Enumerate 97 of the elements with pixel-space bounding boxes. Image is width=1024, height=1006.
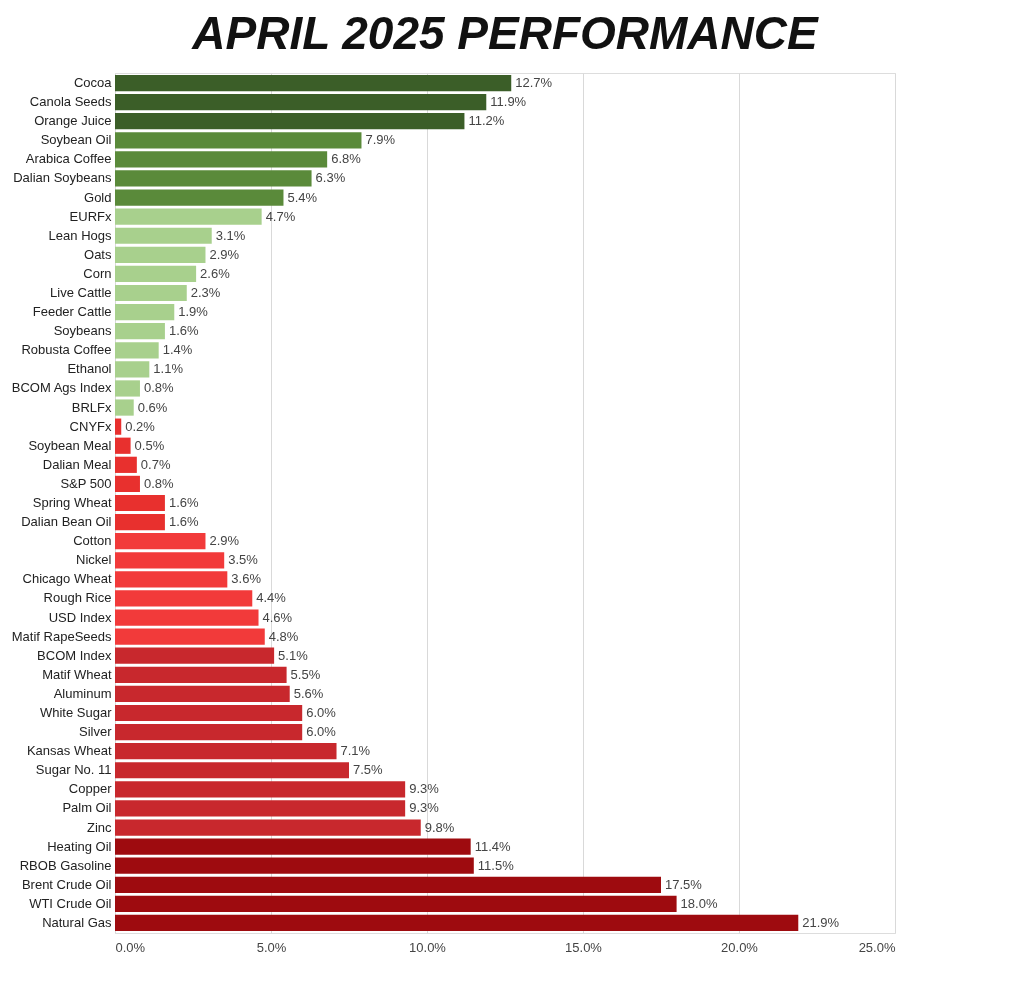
data-label: 1.6% — [168, 495, 199, 510]
y-tick-label: Natural Gas — [42, 914, 112, 930]
chart-title: APRIL 2025 PERFORMANCE — [191, 7, 820, 59]
data-label: 11.9% — [490, 94, 527, 110]
data-label: 0.5% — [134, 437, 165, 453]
y-tick-label: Feeder Cattle — [32, 304, 112, 320]
y-tick-label: Dalian Meal — [42, 456, 112, 472]
data-label: 5.6% — [293, 685, 324, 701]
y-tick-label: Canola Seeds — [29, 94, 112, 110]
y-tick-label: Brent Crude Oil — [21, 876, 112, 892]
data-label: 1.9% — [178, 304, 209, 320]
x-tick-label: 5.0% — [256, 939, 287, 955]
data-label: 7.5% — [353, 762, 384, 778]
data-label: 0.8% — [143, 380, 175, 396]
data-label: 21.9% — [802, 914, 840, 930]
y-tick-label: Live Cattle — [50, 285, 112, 301]
y-tick-label: Copper — [68, 781, 113, 797]
data-label: 2.9% — [209, 246, 240, 262]
y-tick-label: Soybean Oil — [40, 132, 112, 148]
data-label: 1.6% — [168, 323, 199, 339]
data-label: 1.4% — [162, 342, 193, 358]
x-tick-label: 15.0% — [565, 939, 603, 955]
y-tick-label: EURFx — [69, 208, 112, 224]
data-label: 6.3% — [315, 170, 346, 186]
data-label: 7.9% — [365, 132, 396, 148]
data-label: 1.6% — [168, 514, 199, 530]
y-tick-label: Heating Oil — [47, 838, 112, 854]
y-tick-label: Zinc — [86, 819, 112, 835]
data-label: 2.3% — [190, 285, 221, 301]
y-tick-label: BRLFx — [71, 399, 112, 415]
y-tick-label: Cocoa — [73, 75, 113, 91]
data-label: 17.5% — [665, 876, 703, 892]
data-label: 11.4% — [474, 838, 512, 854]
data-label: 11.2% — [468, 113, 505, 129]
y-tick-label: Nickel — [76, 552, 112, 568]
data-label: 2.6% — [200, 265, 231, 281]
y-tick-label: WTI Crude Oil — [29, 895, 112, 911]
data-label: 4.8% — [268, 628, 299, 644]
data-label: 0.2% — [125, 418, 156, 434]
y-tick-label: White Sugar — [39, 704, 113, 720]
x-tick-label: 25.0% — [858, 939, 896, 955]
data-label: 11.5% — [477, 857, 515, 873]
y-tick-label: Spring Wheat — [32, 495, 112, 510]
data-label: 6.0% — [306, 724, 337, 740]
data-label: 4.6% — [262, 609, 293, 625]
data-label: 9.3% — [409, 781, 440, 797]
data-label: 4.4% — [256, 590, 287, 606]
y-tick-label: Chicago Wheat — [22, 571, 112, 587]
y-tick-label: Soybeans — [53, 323, 112, 339]
data-label: 5.5% — [290, 666, 321, 682]
y-tick-label: Matif Wheat — [42, 666, 112, 682]
data-label: 5.1% — [278, 647, 309, 663]
y-tick-label: Soybean Meal — [28, 437, 112, 453]
data-label: 9.8% — [424, 819, 455, 835]
y-tick-label: Dalian Soybeans — [13, 170, 112, 186]
y-tick-label: Cotton — [73, 533, 112, 549]
y-tick-label: Palm Oil — [62, 800, 112, 816]
data-label: 3.5% — [228, 552, 259, 568]
data-label: 2.9% — [209, 533, 240, 549]
y-tick-label: S&P 500 — [60, 475, 112, 491]
y-tick-label: Oats — [84, 246, 112, 262]
data-label: 18.0% — [680, 895, 718, 911]
data-label: 9.3% — [409, 800, 440, 816]
x-tick-label: 20.0% — [721, 939, 759, 955]
y-tick-label: RBOB Gasoline — [19, 857, 112, 873]
y-tick-label: BCOM Ags Index — [11, 380, 112, 396]
y-tick-label: Dalian Bean Oil — [21, 514, 112, 530]
y-tick-label: Gold — [84, 189, 112, 205]
data-label: 5.4% — [287, 189, 318, 205]
data-label: 7.1% — [340, 743, 371, 759]
y-tick-label: Arabica Coffee — [25, 151, 112, 167]
y-tick-label: BCOM Index — [37, 647, 112, 663]
y-tick-label: Corn — [83, 265, 112, 281]
data-label: 6.0% — [306, 704, 337, 720]
data-label: 3.6% — [231, 571, 262, 587]
y-tick-label: Robusta Coffee — [21, 342, 112, 358]
x-tick-label: 10.0% — [409, 939, 447, 955]
data-label: 0.6% — [137, 399, 168, 415]
data-label: 1.1% — [153, 361, 184, 377]
data-label: 0.8% — [143, 475, 175, 491]
y-tick-label: Orange Juice — [34, 113, 112, 129]
y-tick-label: Ethanol — [67, 361, 112, 377]
y-tick-label: Lean Hogs — [48, 227, 112, 243]
y-tick-label: USD Index — [48, 609, 112, 625]
y-tick-label: Rough Rice — [43, 590, 112, 606]
y-tick-label: Aluminum — [53, 685, 112, 701]
y-tick-label: Matif RapeSeeds — [11, 628, 112, 644]
data-label: 0.7% — [140, 456, 171, 472]
x-tick-label: 0.0% — [115, 939, 146, 955]
data-label: 4.7% — [265, 208, 296, 224]
y-tick-label: Silver — [78, 724, 113, 740]
y-tick-label: Sugar No. 11 — [35, 762, 112, 778]
y-tick-label: Kansas Wheat — [26, 743, 112, 759]
data-label: 3.1% — [215, 227, 246, 243]
y-tick-label: CNYFx — [69, 418, 112, 434]
data-label: 6.8% — [331, 151, 362, 167]
data-label: 12.7% — [515, 75, 553, 91]
